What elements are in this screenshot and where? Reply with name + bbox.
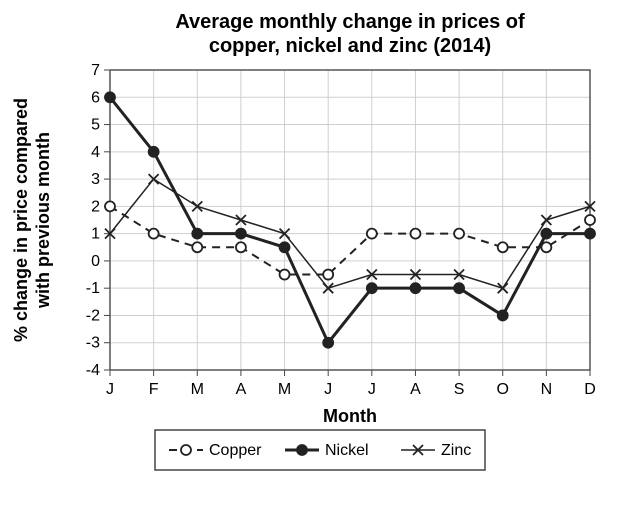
x-tick-label: F [149, 381, 159, 398]
legend: Copper Nickel Zinc [155, 430, 485, 470]
x-tick-label: O [497, 381, 509, 398]
y-tick-label: 5 [91, 117, 100, 134]
chart-svg: -4 -3 -2 -1 0 1 2 3 4 5 6 7 J F M A M J J A S O N D Average mont… [0, 0, 640, 520]
legend-label: Copper [209, 442, 262, 459]
chart-title: copper, nickel and zinc (2014) [209, 35, 491, 57]
x-tick-label: M [191, 381, 204, 398]
x-tick-label: A [410, 381, 421, 398]
y-tick-label: 3 [91, 171, 100, 188]
y-tick-label: 7 [91, 62, 100, 79]
y-tick-label: -1 [86, 280, 100, 297]
x-tick-label: A [236, 381, 247, 398]
chart-title: Average monthly change in prices of [175, 11, 525, 33]
svg-text:% change in price compared: % change in price compared [11, 98, 31, 342]
x-tick-label: J [106, 381, 114, 398]
x-tick-label: J [324, 381, 332, 398]
svg-text:with previous month: with previous month [33, 132, 53, 309]
y-tick-label: 6 [91, 89, 100, 106]
y-tick-label: -2 [86, 307, 100, 324]
x-tick-label: N [541, 381, 553, 398]
y-tick-label: 1 [91, 226, 100, 243]
y-tick-label: 4 [91, 144, 100, 161]
x-axis-label: Month [323, 406, 377, 426]
chart-container: -4 -3 -2 -1 0 1 2 3 4 5 6 7 J F M A M J J A S O N D Average mont… [0, 0, 640, 520]
x-tick-label: D [584, 381, 596, 398]
y-tick-label: 0 [91, 253, 100, 270]
legend-label: Zinc [441, 442, 471, 459]
y-tick-label: -4 [86, 362, 100, 379]
x-tick-label: M [278, 381, 291, 398]
y-tick-label: 2 [91, 198, 100, 215]
x-tick-label: S [454, 381, 465, 398]
legend-label: Nickel [325, 442, 369, 459]
x-tick-label: J [368, 381, 376, 398]
y-tick-label: -3 [86, 335, 100, 352]
